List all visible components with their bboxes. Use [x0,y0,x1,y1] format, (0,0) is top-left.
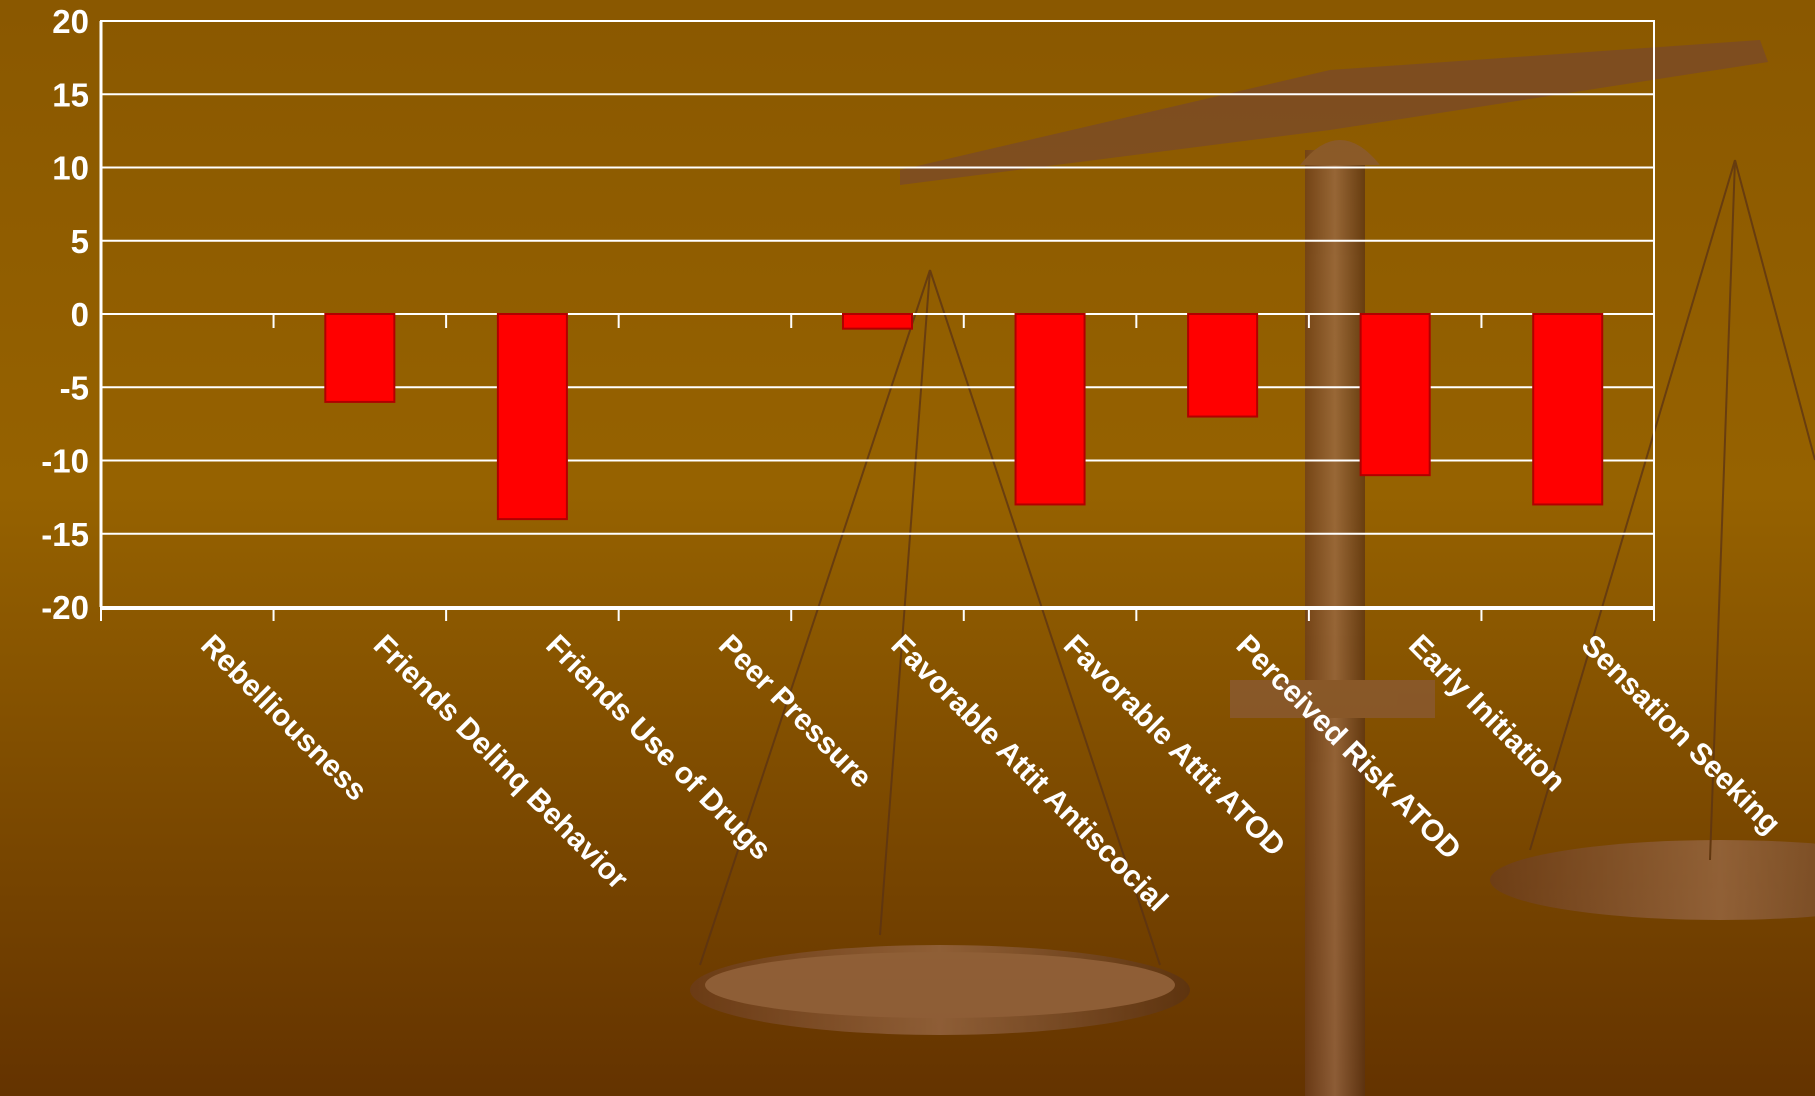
y-tick-label: -20 [41,589,89,626]
y-tick-label: -10 [41,443,89,480]
background [0,0,1815,1096]
page: {"chart_data": {"type": "bar", "categori… [0,0,1815,1096]
y-tick-label: -5 [60,369,89,406]
chart: -20-15-10-505101520RebelliousnessFriends… [0,0,1815,1096]
bar [498,314,567,519]
bar [325,314,394,402]
bar [1188,314,1257,417]
y-tick-label: 20 [52,3,89,40]
y-tick-label: -15 [41,516,89,553]
y-tick-label: 0 [71,296,89,333]
y-tick-label: 10 [52,150,89,187]
bar [1016,314,1085,504]
y-tick-label: 5 [71,223,89,260]
bar [1533,314,1602,504]
bar [843,314,912,329]
y-tick-label: 15 [52,76,89,113]
bar [1361,314,1430,475]
